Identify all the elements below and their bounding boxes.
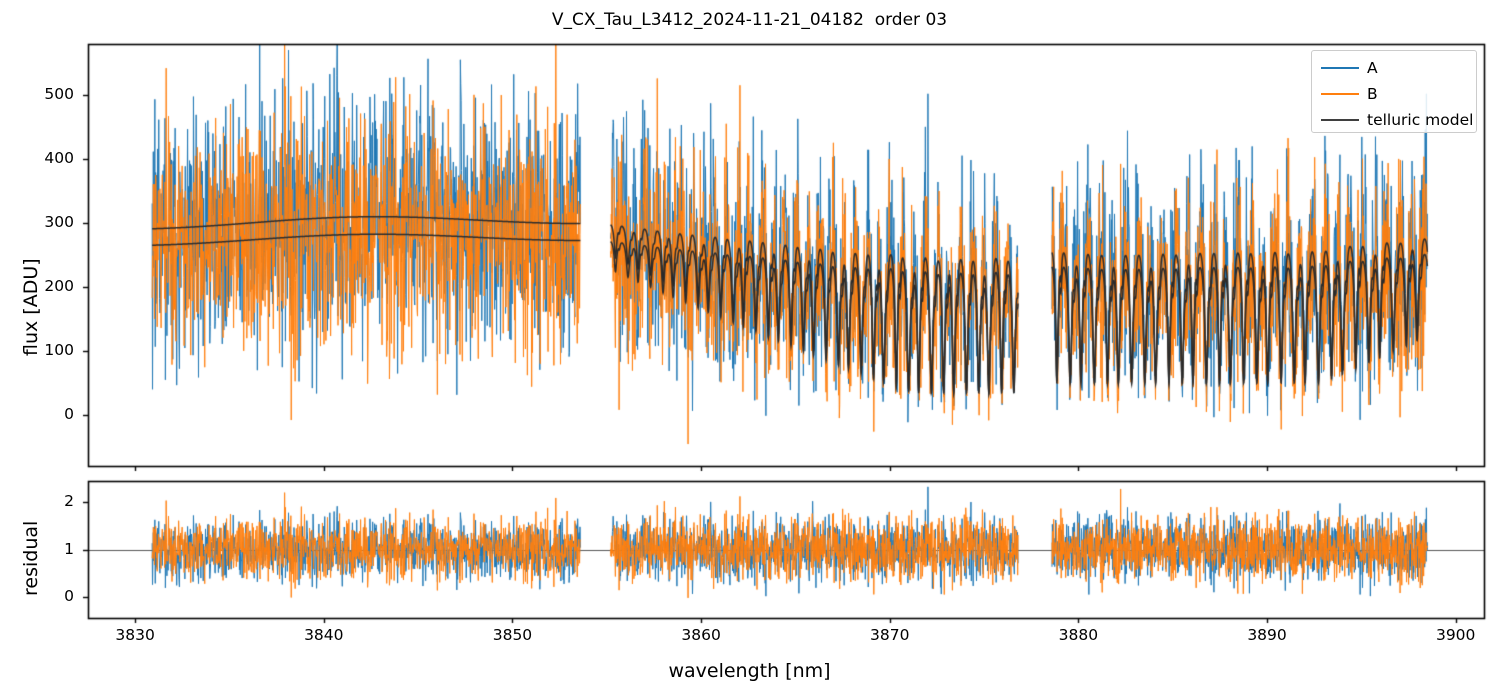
legend-label: telluric model — [1367, 111, 1474, 129]
wavelength-xtick-label: 3880 — [1058, 626, 1099, 644]
legend-label: B — [1367, 85, 1378, 103]
wavelength-xtick-label: 3860 — [681, 626, 721, 644]
residual-ytick-label: 0 — [64, 586, 74, 605]
wavelength-xtick-label: 3890 — [1247, 626, 1287, 644]
wavelength-xtick-label: 3830 — [115, 626, 155, 644]
legend-item-a: A — [1312, 55, 1476, 81]
legend-swatch-icon — [1321, 67, 1359, 69]
legend-swatch-icon — [1321, 119, 1359, 121]
flux-ytick-label: 200 — [44, 276, 74, 295]
wavelength-axis-label: wavelength [nm] — [668, 660, 831, 682]
wavelength-xtick-label: 3870 — [870, 626, 910, 644]
residual-axis-label: residual — [20, 520, 42, 596]
flux-ytick-label: 400 — [44, 149, 74, 168]
legend-swatch-icon — [1321, 93, 1359, 95]
legend-label: A — [1367, 59, 1378, 77]
flux-ytick-label: 500 — [44, 85, 74, 104]
residual-ytick-label: 1 — [64, 539, 74, 558]
wavelength-xtick-label: 3850 — [492, 626, 533, 644]
legend-item-b: B — [1312, 81, 1476, 107]
residual-ytick-label: 2 — [64, 492, 74, 511]
page-title: V_CX_Tau_L3412_2024-11-21_04182 order 03 — [551, 10, 948, 30]
wavelength-xtick-label: 3900 — [1435, 626, 1476, 644]
flux-axis-label: flux [ADU] — [20, 258, 42, 356]
wavelength-xtick-label: 3840 — [304, 626, 344, 644]
legend-item-telluric-model: telluric model — [1312, 107, 1476, 133]
flux-ytick-label: 0 — [64, 404, 74, 423]
flux-ytick-label: 300 — [44, 213, 74, 232]
flux-ytick-label: 100 — [44, 340, 74, 359]
